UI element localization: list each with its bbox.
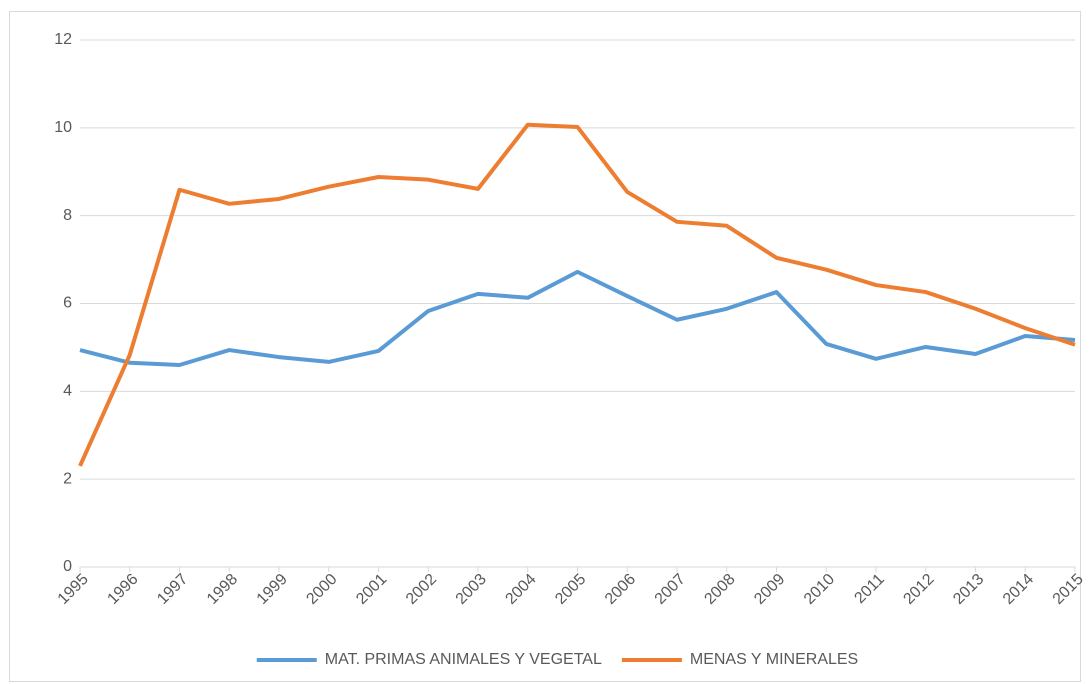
legend-label: MAT. PRIMAS ANIMALES Y VEGETAL [325, 651, 602, 668]
y-tick-label: 12 [54, 31, 72, 48]
legend-label: MENAS Y MINERALES [690, 651, 858, 668]
chart-frame [9, 11, 1081, 682]
y-tick-label: 2 [63, 470, 72, 487]
line [78, 122, 1076, 467]
y-tick-label: 0 [63, 558, 72, 575]
line [79, 269, 1076, 367]
y-tick-label: 10 [54, 119, 72, 136]
y-tick-label: 6 [63, 295, 72, 312]
y-tick-label: 8 [63, 207, 72, 224]
y-tick-label: 4 [63, 383, 72, 400]
